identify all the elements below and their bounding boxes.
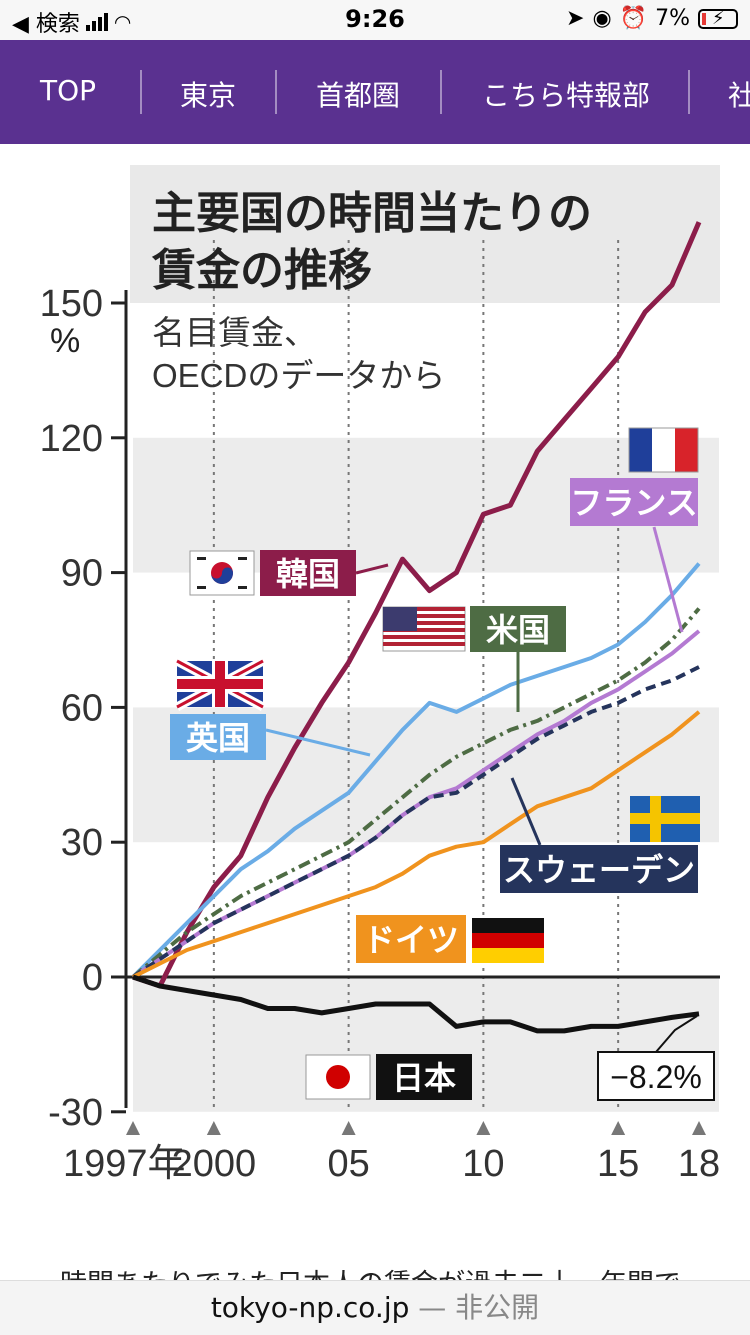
x-tick-marker: [341, 1121, 356, 1135]
y-tick-label: 150: [40, 283, 103, 325]
series-line: [132, 974, 700, 1034]
x-tick-marker: [692, 1121, 706, 1135]
rotation-lock-icon: ◉: [592, 6, 612, 31]
germany-flag-icon: [472, 918, 544, 963]
y-tick-label: 0: [82, 957, 103, 999]
legend-usa-box: [470, 606, 566, 652]
usa-flag-icon: [382, 606, 466, 652]
x-tick-marker: [476, 1121, 491, 1135]
location-icon: ➤: [566, 6, 585, 31]
chart-title-line2: 賃金の推移: [151, 246, 372, 295]
alarm-icon: ⏰: [619, 6, 648, 31]
wifi-icon: ◠: [113, 10, 132, 34]
series-line: [132, 221, 702, 989]
wage-chart: 150 120 90 60 30 0 -30 1997年 2000 05 10 15 18 主要国の時間…: [0, 144, 750, 1264]
legend-germany-label: ドイツ: [363, 922, 459, 958]
legend-france-label: フランス: [570, 485, 697, 521]
x-tick-label: 18: [678, 1143, 720, 1185]
title-band: [130, 165, 720, 303]
korea-flag-icon: [189, 550, 255, 596]
x-tick-label: 05: [327, 1143, 369, 1185]
back-label[interactable]: ◀ 検索: [12, 12, 80, 37]
legend-uk-box: [170, 714, 266, 760]
nav-tab-sha[interactable]: 社: [728, 79, 750, 112]
legend-korea-leader: [355, 563, 389, 575]
category-nav: TOP 東京 首都圏 こちら特報部 社: [0, 40, 750, 144]
chart-title-line1: 主要国の時間当たりの: [152, 189, 592, 238]
nav-tab-top[interactable]: TOP: [40, 74, 97, 107]
chart-subtitle-line2: OECDのデータから: [152, 357, 445, 394]
nav-tab-tokyo[interactable]: 東京: [180, 79, 237, 112]
legend-japan-box: [376, 1054, 472, 1100]
x-tick-label: 2000: [172, 1143, 257, 1185]
uk-flag-icon: [174, 657, 266, 711]
x-tick-label: 10: [462, 1143, 504, 1185]
nav-divider: [688, 70, 690, 114]
japan-end-leader: [655, 1015, 698, 1053]
legend-france-box: [570, 478, 698, 526]
legend-usa-label: 米国: [486, 612, 550, 648]
nav-divider: [440, 70, 442, 114]
url-bar[interactable]: tokyo-np.co.jp — 非公開: [0, 1280, 750, 1335]
nav-tab-shutoken[interactable]: 首都圏: [316, 79, 401, 112]
y-tick-label: 90: [61, 553, 103, 595]
x-tick-label: 15: [597, 1143, 639, 1185]
legend-japan-label: 日本: [392, 1060, 456, 1096]
chart-series: [131, 221, 702, 1034]
back-to-search[interactable]: ◀ 検索 ◠: [12, 6, 131, 38]
url-privacy: — 非公開: [409, 1291, 540, 1324]
battery-percent: 7%: [655, 6, 690, 31]
sweden-flag-icon: [630, 796, 700, 842]
series-line: [131, 607, 701, 979]
chart-bands: [130, 165, 720, 1112]
nav-tab-tokuhobu[interactable]: こちら特報部: [482, 79, 651, 112]
legend-korea-label: 韓国: [276, 556, 340, 592]
y-tick-label: 60: [61, 687, 103, 729]
france-flag-icon: [628, 427, 699, 473]
x-tick-marker: [611, 1121, 626, 1135]
legend-korea-box: [260, 550, 356, 596]
legend-uk-label: 英国: [186, 720, 250, 756]
legend-sweden-label: スウェーデン: [503, 852, 695, 888]
legend-sweden-box: [500, 845, 698, 893]
y-tick-label: 120: [40, 418, 103, 460]
series-line: [131, 665, 700, 979]
x-tick-label: 1997年: [63, 1143, 186, 1185]
japan-end-label: −8.2%: [610, 1059, 702, 1095]
url-domain: tokyo-np.co.jp: [210, 1291, 410, 1324]
y-tick-label: -30: [48, 1092, 103, 1134]
y-tick-label: 30: [61, 822, 103, 864]
x-tick-marker: [126, 1121, 140, 1135]
battery-icon: ⚡: [698, 8, 738, 29]
nav-divider: [275, 70, 277, 114]
japan-flag-icon: [305, 1054, 371, 1100]
y-axis-unit: %: [50, 322, 80, 360]
legend-uk-leader: [265, 728, 371, 757]
legend-germany-box: [356, 915, 466, 963]
x-tick-marker: [206, 1121, 221, 1135]
legend-france-leader: [652, 526, 684, 633]
series-line: [131, 562, 701, 979]
series-line: [132, 710, 701, 979]
signal-icon: [85, 13, 108, 31]
nav-divider: [140, 70, 142, 114]
status-bar: ◀ 検索 ◠ 9:26 ➤ ◉ ⏰ 7% ⚡: [0, 0, 750, 40]
legend-sweden-leader: [510, 777, 542, 846]
status-time: 9:26: [345, 5, 405, 33]
chart-subtitle-line1: 名目賃金、: [152, 314, 317, 351]
